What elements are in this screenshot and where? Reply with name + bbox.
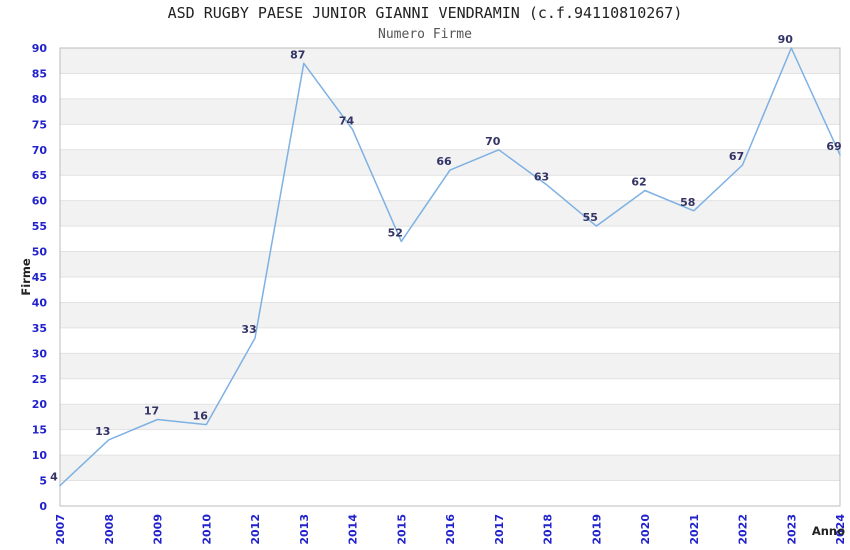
x-tick-label: 2013	[298, 514, 311, 545]
plot-band	[60, 429, 840, 456]
x-tick-label: 2019	[590, 514, 603, 545]
data-label: 63	[534, 170, 549, 183]
data-label: 55	[583, 211, 598, 224]
plot-band	[60, 175, 840, 201]
data-label: 90	[778, 33, 794, 46]
x-tick-label: 2021	[688, 514, 701, 545]
y-tick-label: 5	[39, 475, 47, 488]
plot-band	[60, 251, 840, 277]
x-tick-label: 2009	[152, 514, 165, 545]
y-tick-label: 25	[32, 373, 47, 386]
data-label: 87	[290, 48, 305, 61]
plot-band	[60, 277, 840, 303]
plot-border	[59, 47, 841, 507]
plot-band	[60, 200, 840, 227]
plot-band	[60, 327, 840, 354]
x-tick-label: 2015	[395, 514, 408, 545]
data-label: 66	[436, 155, 452, 168]
y-tick-label: 35	[32, 322, 47, 335]
data-line	[59, 47, 841, 487]
x-tick-label: 2012	[249, 514, 262, 545]
plot-band	[60, 455, 840, 481]
plot-band	[60, 480, 840, 506]
x-tick-label: 2008	[103, 514, 116, 545]
plot-band	[60, 302, 840, 328]
plot-band	[60, 226, 840, 252]
data-label: 16	[193, 410, 209, 423]
y-tick-label: 0	[39, 500, 47, 513]
x-tick-label: 2018	[542, 514, 555, 545]
y-tick-label: 70	[32, 144, 48, 157]
x-tick-label: 2010	[200, 514, 213, 545]
y-tick-label: 90	[32, 42, 48, 55]
y-tick-label: 50	[32, 246, 48, 259]
data-label: 58	[680, 196, 695, 209]
plot-band	[60, 404, 840, 430]
y-tick-label: 15	[32, 424, 47, 437]
x-tick-label: 2023	[785, 514, 798, 545]
data-label: 4	[50, 471, 58, 484]
plot-band	[60, 378, 840, 405]
plot-band	[60, 353, 840, 379]
y-tick-label: 10	[32, 449, 48, 462]
x-tick-label: 2024	[834, 514, 847, 545]
x-tick-label: 2022	[737, 514, 750, 545]
chart-title: ASD RUGBY PAESE JUNIOR GIANNI VENDRAMIN …	[167, 4, 683, 22]
y-tick-label: 55	[32, 220, 47, 233]
data-label: 17	[144, 405, 159, 418]
data-label: 74	[339, 114, 355, 127]
y-tick-label: 20	[32, 398, 48, 411]
x-tick-label: 2014	[347, 514, 360, 545]
x-tick-label: 2017	[493, 514, 506, 545]
data-label: 62	[631, 176, 646, 189]
y-tick-label: 40	[32, 296, 48, 309]
y-tick-label: 85	[32, 67, 47, 80]
plot-band	[60, 48, 840, 74]
plot-band	[60, 98, 840, 125]
plot-band	[60, 73, 840, 99]
y-axis-label: Firme	[19, 258, 33, 296]
y-tick-label: 30	[32, 347, 48, 360]
data-label: 67	[729, 150, 744, 163]
y-tick-label: 75	[32, 118, 47, 131]
data-label: 70	[485, 135, 501, 148]
x-axis-label: Anno	[811, 524, 845, 538]
y-tick-label: 80	[32, 93, 48, 106]
data-label: 69	[826, 140, 841, 153]
data-label: 52	[388, 226, 403, 239]
x-tick-label: 2016	[444, 514, 457, 545]
x-tick-label: 2007	[54, 514, 67, 545]
y-tick-label: 60	[32, 195, 48, 208]
plot-band	[60, 124, 840, 150]
data-label: 13	[95, 425, 110, 438]
data-label: 33	[241, 323, 256, 336]
x-tick-label: 2020	[639, 514, 652, 545]
y-tick-label: 65	[32, 169, 47, 182]
chart-subtitle: Numero Firme	[378, 27, 472, 42]
y-tick-label: 45	[32, 271, 47, 284]
